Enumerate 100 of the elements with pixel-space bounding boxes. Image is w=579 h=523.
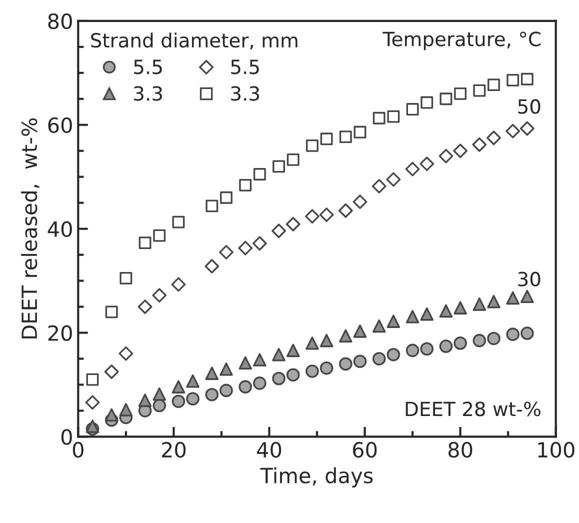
- point: [406, 310, 420, 324]
- point: [104, 364, 119, 379]
- x-tick-label: 40: [257, 442, 282, 458]
- point: [220, 191, 232, 204]
- point: [205, 388, 219, 402]
- point: [506, 74, 520, 86]
- point: [320, 361, 334, 375]
- point: [252, 236, 267, 251]
- point: [153, 229, 166, 242]
- point: [138, 300, 152, 314]
- point: [353, 354, 367, 368]
- point: [172, 216, 185, 228]
- point: [472, 137, 487, 152]
- point: [305, 209, 320, 224]
- point: [104, 408, 118, 422]
- point: [119, 403, 133, 416]
- legend-label: 5.5: [134, 60, 162, 74]
- point: [286, 216, 300, 232]
- point: [506, 124, 520, 138]
- x-tick-label: 80: [448, 442, 472, 458]
- point: [420, 307, 434, 321]
- y-tick-label: 0: [61, 429, 72, 445]
- point: [520, 326, 534, 340]
- point: [372, 112, 386, 124]
- point: [473, 84, 486, 97]
- point: [138, 394, 152, 407]
- point: [253, 168, 266, 180]
- point: [440, 92, 452, 106]
- legend-label: 5.5: [231, 60, 259, 74]
- point: [320, 334, 334, 348]
- point: [253, 353, 266, 366]
- legend-label: 3.3: [134, 86, 162, 101]
- point: [272, 160, 286, 173]
- point: [372, 178, 386, 194]
- point: [339, 130, 352, 144]
- point: [85, 395, 100, 410]
- point: [239, 178, 252, 192]
- point: [488, 78, 500, 92]
- point: [105, 306, 118, 318]
- legend-title: Strand diameter, mm: [91, 32, 298, 50]
- point: [220, 362, 233, 376]
- point: [406, 103, 419, 116]
- point: [238, 356, 252, 370]
- point: [472, 298, 486, 311]
- point: [220, 384, 233, 398]
- y-tick-label: 60: [48, 117, 72, 134]
- y-axis-title: DEET released, wt-%: [21, 118, 40, 338]
- point: [352, 194, 368, 209]
- point: [439, 304, 453, 318]
- point: [486, 130, 501, 146]
- point: [272, 372, 286, 386]
- point: [387, 110, 400, 123]
- point: [338, 203, 353, 218]
- point: [454, 336, 467, 350]
- legend-label: 3.3: [231, 86, 260, 101]
- point: [420, 342, 434, 356]
- point: [306, 336, 319, 350]
- point: [406, 344, 420, 358]
- point: [186, 392, 200, 406]
- point: [439, 340, 453, 353]
- point: [238, 380, 252, 394]
- point: [171, 277, 186, 292]
- point: [372, 352, 386, 366]
- point: [286, 368, 300, 382]
- y-tick-label: 40: [48, 221, 72, 238]
- point: [354, 126, 366, 138]
- point: [487, 294, 500, 308]
- point: [420, 96, 434, 109]
- point: [520, 290, 534, 304]
- point: [506, 328, 520, 341]
- point: [453, 144, 468, 158]
- point: [272, 348, 286, 362]
- point: [206, 200, 218, 212]
- point: [454, 301, 467, 314]
- point: [118, 346, 134, 361]
- point: [339, 357, 352, 371]
- point: [172, 380, 186, 394]
- y-tick-label: 80: [48, 13, 72, 30]
- point: [152, 387, 166, 401]
- x-tick-label: 0: [72, 442, 84, 458]
- point: [506, 291, 520, 305]
- point: [86, 420, 100, 433]
- point: [520, 72, 534, 86]
- point: [238, 240, 253, 256]
- x-axis-title: Time, days: [260, 467, 373, 488]
- point: [120, 272, 132, 284]
- point: [339, 329, 352, 343]
- point: [138, 236, 152, 250]
- point: [152, 398, 166, 412]
- point: [272, 224, 286, 238]
- point: [253, 376, 266, 390]
- point: [454, 87, 467, 100]
- point: [152, 288, 167, 303]
- point: [286, 344, 300, 358]
- y-tick-label: 20: [48, 325, 72, 341]
- point: [319, 208, 334, 222]
- annotation: DEET 28 wt-%: [406, 402, 540, 416]
- point: [372, 319, 386, 333]
- point: [286, 153, 300, 166]
- point: [306, 139, 318, 152]
